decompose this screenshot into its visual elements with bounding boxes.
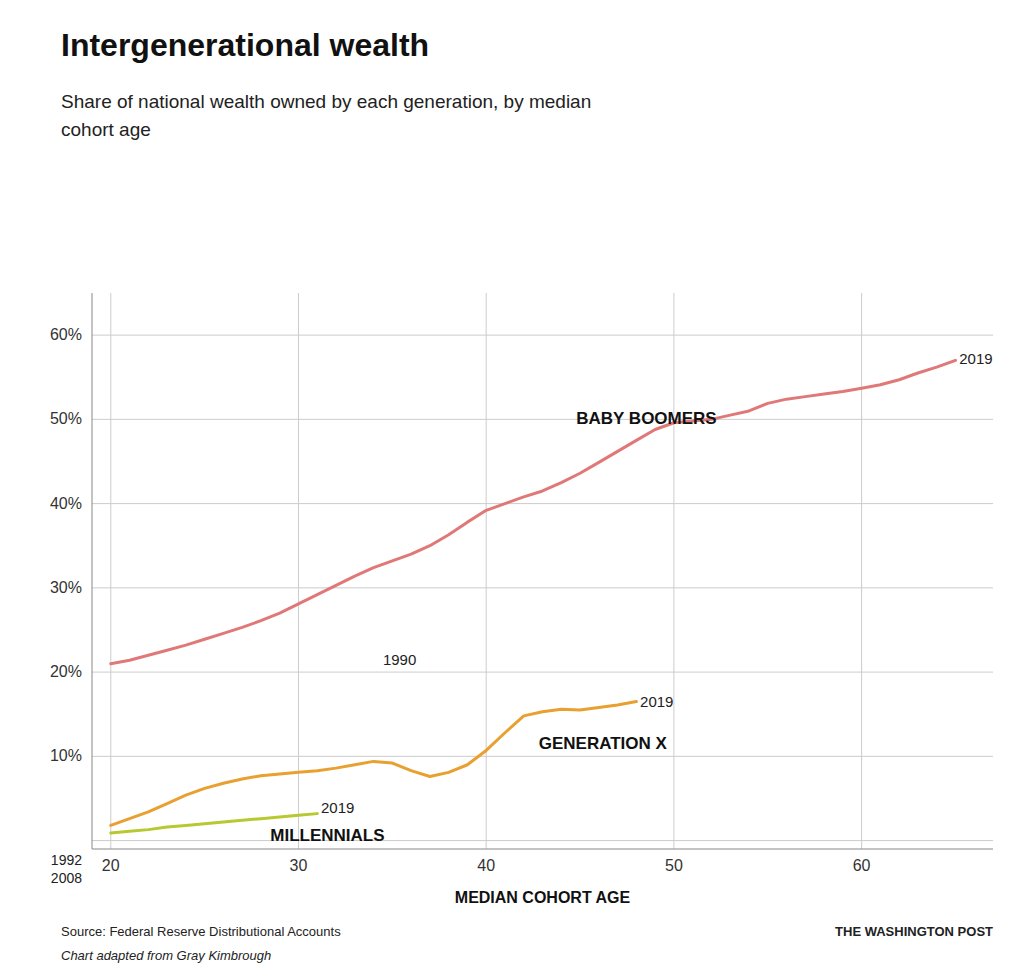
y-tick-label: 10% bbox=[50, 747, 82, 764]
publisher: THE WASHINGTON POST bbox=[835, 924, 993, 939]
grid bbox=[92, 293, 993, 849]
x-tick-label: 30 bbox=[290, 857, 308, 874]
x-tick-label: 40 bbox=[477, 857, 495, 874]
annotation: 2019 bbox=[959, 350, 992, 367]
x-grid-line bbox=[673, 293, 674, 849]
annotation: 1990 bbox=[383, 651, 416, 668]
x-grid-line bbox=[110, 293, 111, 849]
subtitle-line: Share of national wealth owned by each g… bbox=[61, 91, 591, 112]
x-grid-line bbox=[298, 293, 299, 849]
chart: Intergenerational wealth Share of nationa… bbox=[0, 0, 1024, 976]
series-label: BABY BOOMERS bbox=[576, 409, 716, 428]
y-tick-label: 50% bbox=[50, 410, 82, 427]
x-axis-label: MEDIAN COHORT AGE bbox=[455, 889, 631, 906]
annotation: 2019 bbox=[640, 693, 673, 710]
y-tick-label: 30% bbox=[50, 579, 82, 596]
x-tick-label: 20 bbox=[102, 857, 120, 874]
credit: Chart adapted from Gray Kimbrough bbox=[61, 948, 271, 963]
x-grid-line bbox=[861, 293, 862, 849]
y-grid-line bbox=[92, 419, 993, 420]
x-axis-line bbox=[92, 849, 993, 850]
y-tick-label: 20% bbox=[50, 663, 82, 680]
title: Intergenerational wealth bbox=[61, 27, 429, 63]
y-tick-label: 60% bbox=[50, 326, 82, 343]
y-tick-label: 40% bbox=[50, 495, 82, 512]
series-line bbox=[111, 360, 956, 663]
x-tick-label: 60 bbox=[853, 857, 871, 874]
y-grid-line bbox=[92, 672, 993, 673]
annotation: 2019 bbox=[321, 799, 354, 816]
series-line bbox=[111, 702, 637, 826]
y-grid-line bbox=[92, 335, 993, 336]
y-axis-line bbox=[92, 293, 93, 849]
y-grid-line bbox=[92, 840, 993, 841]
annotation: 1992 bbox=[51, 852, 82, 868]
y-grid-line bbox=[92, 587, 993, 588]
source: Source: Federal Reserve Distributional A… bbox=[61, 924, 341, 939]
background bbox=[0, 0, 1024, 976]
x-grid-line bbox=[486, 293, 487, 849]
x-tick-label: 50 bbox=[665, 857, 683, 874]
labels: BABY BOOMERS GENERATION X MILLENNIALS 1990 2… bbox=[51, 350, 993, 886]
y-grid-line bbox=[92, 756, 993, 757]
axes: 10% 20% 30% 40% 50% 60% 20 30 40 50 60 MEDIAN COHOR… bbox=[50, 293, 993, 906]
series-label: MILLENNIALS bbox=[270, 826, 384, 845]
lines bbox=[111, 360, 956, 833]
subtitle: Share of national wealth owned by each g… bbox=[61, 91, 591, 140]
subtitle-line: cohort age bbox=[61, 119, 151, 140]
annotation: 2008 bbox=[51, 870, 82, 886]
series-label: GENERATION X bbox=[539, 734, 668, 753]
y-grid-line bbox=[92, 503, 993, 504]
